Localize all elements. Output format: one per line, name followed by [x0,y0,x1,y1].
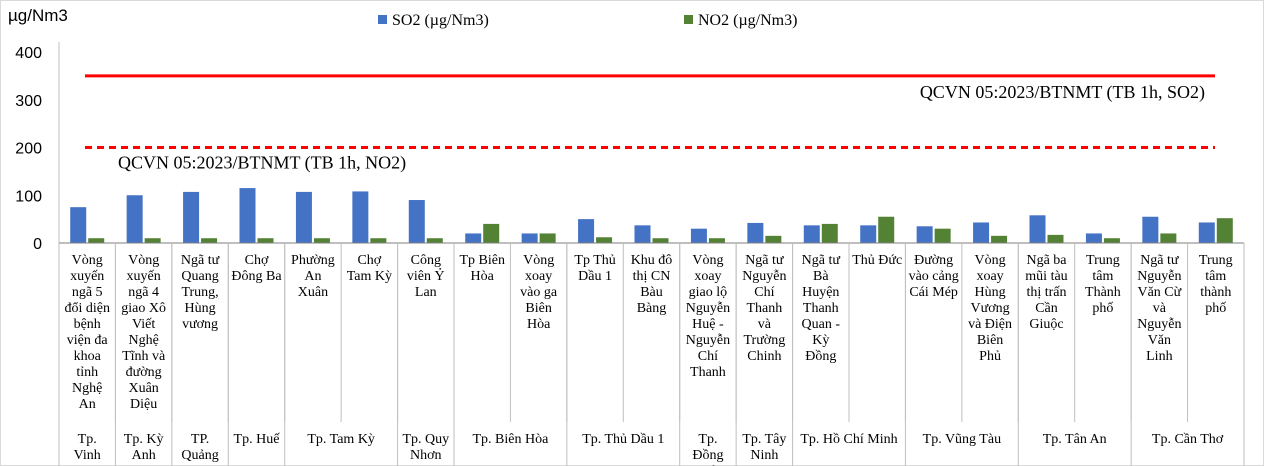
bar-no2 [1103,238,1120,243]
bar-no2 [201,238,218,243]
bar-so2 [973,222,990,243]
group-label: Tp. Vũng Tàu [923,432,1001,447]
group-label: Tp. Biên Hòa [473,432,550,447]
category-label: Ngã tư Bà Huyện Thanh Quan -Kỳ Đồng [802,253,841,364]
category-label: Chợ Đông Ba [231,253,282,284]
group-label: Tp. Quy Nhơn [402,432,449,463]
group-label: Tp. Huế [234,432,281,447]
bar-so2 [239,188,256,243]
bar-no2 [934,228,951,243]
bar-so2 [1085,233,1102,243]
bar-no2 [652,238,669,243]
bar-so2 [183,191,200,243]
category-label: Ngã ba mũi tàu thị trấn Cần Giuộc [1025,253,1067,332]
y-tick-label: 300 [15,93,42,110]
bar-so2 [916,226,933,243]
legend: SO2 (µg/Nm3) NO2 (µg/Nm3) [378,12,797,29]
category-label: Vòng xoay giao lộ Nguyễn Huệ -Nguyễn Chí Thanh [686,253,730,380]
group-label: Tp. Kỳ Anh [124,432,164,463]
y-tick-label: 400 [15,45,42,62]
bar-no2 [370,238,387,243]
bars [70,188,1233,243]
bar-so2 [747,222,764,243]
bar-so2 [860,225,877,243]
category-label: Trung tâm thành phố [1199,253,1233,316]
bar-no2 [1160,233,1177,243]
group-label: Tp. Thủ Dầu 1 [582,432,664,447]
category-label: Chợ Tam Kỳ [347,253,392,284]
bar-no2 [878,216,895,243]
category-label: Vòng xuyến ngã 5 đổi diện bệnh viện đa khoa tỉn… [64,253,110,412]
category-label: Phường An Xuân [291,253,335,300]
bar-so2 [578,219,595,243]
bar-so2 [521,233,538,243]
group-label: Tp. Tây Ninh [742,432,786,463]
bar-no2 [821,223,838,243]
category-label: Đường vào cảng Cái Mép [909,253,959,300]
category-label: Tp Thủ Dầu 1 [574,253,615,284]
bar-so2 [690,228,707,243]
axes [58,42,1245,466]
y-tick-label: 0 [33,236,42,253]
category-labels: Vòng xuyến ngã 5 đổi diện bệnh viện đa khoa tỉn… [64,253,1232,412]
group-label: Tp. Hồ Chí Minh [800,432,897,447]
category-label: Vòng xoay vào ga Biên Hòa [520,253,558,332]
y-axis-ticks: 0 100 200 300 400 [15,45,42,253]
bar-so2 [295,191,312,243]
category-label: Ngã tư Nguyễn Văn Cừ và Nguyễn Văn Linh [1137,253,1181,364]
bar-no2 [539,233,556,243]
bar-no2 [313,238,330,243]
bar-no2 [426,238,443,243]
bar-no2 [88,238,105,243]
category-label: Vòng xuyến ngã 4 giao Xô Viết Nghệ Tĩnh và đườn… [121,253,166,412]
y-tick-label: 200 [15,141,42,158]
bar-so2 [1029,215,1046,243]
category-label: Vòng xoay Hùng Vương và Điện Biên Phủ [968,253,1012,364]
group-label: Tp. Tân An [1043,432,1107,447]
group-label: Tp. Cần Thơ [1152,432,1224,447]
category-label: Khu đô thị CN Bàu Bàng [631,253,673,316]
bar-so2 [1198,222,1215,243]
y-axis-unit-label: µg/Nm3 [8,6,68,25]
reference-label-no2: QCVN 05:2023/BTNMT (TB 1h, NO2) [118,153,406,174]
group-label: TP. Quảng [181,432,218,463]
bar-no2 [483,223,500,243]
bar-so2 [634,225,651,243]
legend-swatch-no2 [684,15,693,24]
reference-label-so2: QCVN 05:2023/BTNMT (TB 1h, SO2) [920,82,1205,103]
group-label: Tp. Vinh [74,432,101,463]
group-label: Tp.ĐồngXoài [692,432,723,466]
bar-no2 [596,237,613,243]
bar-so2 [1142,216,1159,243]
bar-so2 [352,191,369,243]
legend-swatch-so2 [378,15,387,24]
y-tick-label: 100 [15,188,42,205]
category-label: Ngã tư Nguyễn Chí Thanh và Trường Chinh [742,253,786,364]
bar-no2 [765,235,782,243]
bar-no2 [708,238,725,243]
bar-no2 [144,238,161,243]
legend-label-no2: NO2 (µg/Nm3) [698,12,797,29]
category-label: Công viên Ỷ Lan [407,253,445,300]
bar-so2 [126,195,143,243]
bar-no2 [1216,218,1233,243]
legend-label-so2: SO2 (µg/Nm3) [392,12,489,29]
group-labels: Tp. Vinh Tp. Kỳ Anh TP. Quảng Tp. Huế Tp. Tam K… [74,432,1224,466]
group-label: Tp. Tam Kỳ [307,432,375,447]
bar-so2 [803,225,820,243]
bar-so2 [465,233,482,243]
bar-no2 [1047,234,1064,243]
category-label: Thủ Đức [852,253,902,268]
reference-lines: QCVN 05:2023/BTNMT (TB 1h, SO2) QCVN 05:2… [85,74,1215,174]
bar-no2 [991,235,1008,243]
bar-so2 [408,200,425,243]
bar-so2 [70,207,87,243]
category-label: Ngã tư Quang Trung, Hùng vương [181,253,220,332]
bar-no2 [257,238,274,243]
category-label: Trung tâm Thành phố [1085,253,1121,316]
category-label: Tp Biên Hòa [459,253,505,284]
